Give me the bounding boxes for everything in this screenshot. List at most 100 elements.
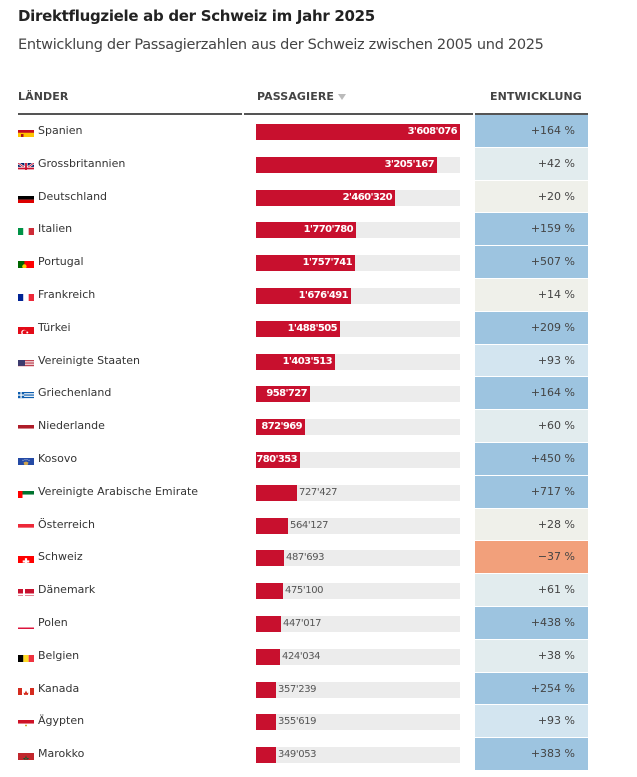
passenger-bar bbox=[256, 419, 305, 436]
flag-ca-icon bbox=[18, 684, 34, 695]
country-name: Frankreich bbox=[38, 287, 96, 301]
passenger-bar-track: 3'205'167 bbox=[256, 156, 460, 173]
passenger-bar-track: 564'127 bbox=[256, 517, 460, 534]
development-cell: −37 % bbox=[475, 541, 588, 574]
table-row: Portugal 1'757'741 +507 % bbox=[0, 246, 637, 279]
development-cell: +450 % bbox=[475, 442, 588, 475]
development-cell: +38 % bbox=[475, 639, 588, 672]
passenger-bar-track: 872'969 bbox=[256, 419, 460, 436]
flag-at-icon bbox=[18, 520, 34, 531]
table-row: Ägypten 355'619 +93 % bbox=[0, 705, 637, 738]
flag-it-icon bbox=[18, 224, 34, 236]
passenger-bar bbox=[256, 681, 276, 698]
flag-eg-icon bbox=[18, 716, 34, 728]
table-row: Niederlande 872'969 +60 % bbox=[0, 410, 637, 443]
passenger-bar bbox=[256, 156, 437, 173]
table-row: Vereinigte Arabische Emirate 727'427 +717 … bbox=[0, 475, 637, 509]
passenger-bar bbox=[256, 353, 335, 370]
column-header-development[interactable]: ENTWICKLUNG bbox=[490, 90, 582, 103]
table-header: LÄNDER PASSAGIERE ENTWICKLUNG bbox=[18, 90, 588, 114]
passenger-bar bbox=[256, 287, 351, 304]
passenger-bar-track: 355'619 bbox=[256, 714, 460, 731]
table-row: Österreich 564'127 +28 % bbox=[0, 508, 637, 542]
development-cell: +507 % bbox=[475, 246, 588, 278]
passenger-bar bbox=[256, 615, 281, 632]
passenger-bar bbox=[256, 747, 276, 764]
passenger-bar-track: 1'757'741 bbox=[256, 255, 460, 272]
passenger-value-label: 355'619 bbox=[278, 716, 317, 728]
passenger-value-label: 487'693 bbox=[286, 552, 325, 564]
flag-gb-icon bbox=[18, 159, 34, 170]
country-name: Marokko bbox=[38, 747, 85, 761]
flag-ch-icon bbox=[18, 552, 34, 564]
development-cell: +61 % bbox=[475, 574, 588, 606]
column-header-countries[interactable]: LÄNDER bbox=[18, 90, 68, 103]
table-row: Italien 1'770'780 +159 % bbox=[0, 213, 637, 246]
table-row: Schweiz 487'693 −37 % bbox=[0, 541, 637, 574]
table-row: Spanien 3'608'076 +164 % bbox=[0, 115, 637, 148]
passenger-bar-track: 958'727 bbox=[256, 386, 460, 403]
passenger-value-label: 447'017 bbox=[283, 617, 322, 629]
passenger-value-label: 1'770'780 bbox=[303, 224, 354, 236]
flag-pl-icon bbox=[18, 618, 34, 629]
country-name: Portugal bbox=[38, 255, 84, 269]
country-name: Deutschland bbox=[38, 189, 108, 203]
chart-subtitle: Entwicklung der Passagierzahlen aus der … bbox=[18, 37, 544, 53]
passenger-value-label: 1'488'505 bbox=[287, 322, 338, 334]
country-name: Vereinigte Arabische Emirate bbox=[38, 484, 199, 498]
table-row: Grossbritannien 3'205'167 +42 % bbox=[0, 147, 637, 181]
passenger-value-label: 958'727 bbox=[266, 388, 307, 400]
country-name: Vereinigte Staaten bbox=[38, 353, 140, 367]
passenger-value-label: 1'403'513 bbox=[282, 355, 333, 367]
development-cell: +209 % bbox=[475, 311, 588, 344]
passenger-value-label: 3'608'076 bbox=[407, 126, 458, 137]
development-cell: +20 % bbox=[475, 180, 588, 213]
passenger-bar bbox=[256, 451, 300, 468]
country-name: Spanien bbox=[38, 124, 83, 137]
passenger-bar bbox=[256, 550, 284, 567]
passenger-bar-track: 1'676'491 bbox=[256, 287, 460, 304]
passenger-bar-track: 357'239 bbox=[256, 681, 460, 698]
column-header-countries-label: LÄNDER bbox=[18, 90, 69, 103]
development-cell: +60 % bbox=[475, 410, 588, 442]
development-cell: +438 % bbox=[475, 606, 588, 639]
development-cell: +159 % bbox=[475, 213, 588, 246]
country-name: Kosovo bbox=[38, 451, 78, 465]
table-row: Türkei 1'488'505 +209 % bbox=[0, 311, 637, 345]
passenger-bar-track: 475'100 bbox=[256, 583, 460, 600]
passenger-bar-track: 3'608'076 bbox=[256, 124, 460, 140]
flag-pt-icon bbox=[18, 257, 34, 269]
development-cell: +254 % bbox=[475, 672, 588, 705]
table-row: Polen 447'017 +438 % bbox=[0, 606, 637, 640]
country-name: Ägypten bbox=[38, 714, 85, 728]
table-row: Deutschland 2'460'320 +20 % bbox=[0, 180, 637, 214]
passenger-bar bbox=[256, 124, 460, 140]
country-name: Österreich bbox=[38, 517, 95, 531]
passenger-bar bbox=[256, 320, 340, 337]
passenger-value-label: 1'676'491 bbox=[298, 289, 349, 301]
passenger-bar bbox=[256, 189, 395, 206]
passenger-bar bbox=[256, 714, 276, 731]
column-header-passengers[interactable]: PASSAGIERE bbox=[257, 90, 347, 103]
development-cell: +28 % bbox=[475, 508, 588, 541]
passenger-bar-track: 447'017 bbox=[256, 615, 460, 632]
passenger-value-label: 3'205'167 bbox=[384, 158, 435, 170]
passenger-bar-track: 487'693 bbox=[256, 550, 460, 567]
passenger-value-label: 1'757'741 bbox=[302, 257, 353, 269]
table-row: Kosovo 780'353 +450 % bbox=[0, 442, 637, 476]
flag-nl-icon bbox=[18, 421, 34, 433]
column-header-passengers-label: PASSAGIERE bbox=[257, 90, 335, 103]
development-cell: +164 % bbox=[475, 115, 588, 147]
flag-ae-icon bbox=[18, 487, 34, 498]
development-cell: +164 % bbox=[475, 377, 588, 410]
passenger-bar-track: 1'488'505 bbox=[256, 320, 460, 337]
table-row: Kanada 357'239 +254 % bbox=[0, 672, 637, 706]
passenger-bar bbox=[256, 222, 356, 239]
development-cell: +93 % bbox=[475, 344, 588, 377]
passenger-bar bbox=[256, 484, 297, 501]
flag-gr-icon bbox=[18, 388, 34, 400]
passenger-value-label: 872'969 bbox=[261, 421, 302, 433]
header-divider-development bbox=[475, 113, 588, 115]
flag-tr-icon bbox=[18, 323, 34, 334]
sort-descending-icon[interactable] bbox=[338, 94, 347, 100]
